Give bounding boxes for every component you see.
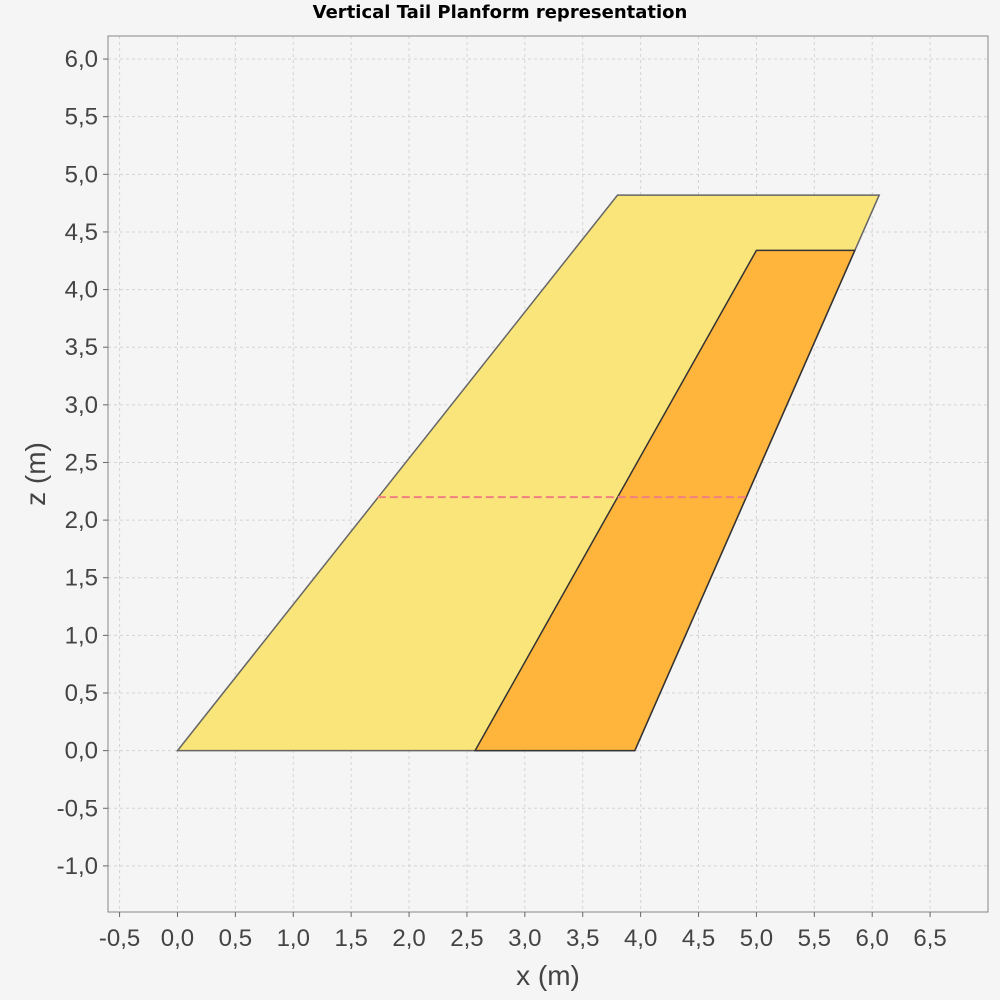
x-tick-label: 4,0 xyxy=(624,925,657,952)
y-tick-label: 3,0 xyxy=(65,392,98,419)
x-tick-label: 5,0 xyxy=(740,925,773,952)
y-tick-label: 0,5 xyxy=(65,680,98,707)
x-tick-label: -0,5 xyxy=(99,925,140,952)
chart-title: Vertical Tail Planform representation xyxy=(312,2,688,23)
x-tick-label: 0,5 xyxy=(219,925,252,952)
y-tick-label: 2,5 xyxy=(65,449,98,476)
x-tick-label: 1,0 xyxy=(277,925,310,952)
x-tick-label: 0,0 xyxy=(161,925,194,952)
series-1-polygon xyxy=(473,249,856,752)
y-tick-label: 1,5 xyxy=(65,565,98,592)
x-tick-label: 3,0 xyxy=(508,925,541,952)
y-tick-label: -0,5 xyxy=(57,795,98,822)
y-tick-label: 4,5 xyxy=(65,219,98,246)
plot-frame xyxy=(107,35,989,913)
y-tick-label: 4,0 xyxy=(65,277,98,304)
x-tick-label: 3,5 xyxy=(566,925,599,952)
x-tick-label: 6,0 xyxy=(856,925,889,952)
y-tick-label: 2,0 xyxy=(65,507,98,534)
x-tick-label: 4,5 xyxy=(682,925,715,952)
y-tick-label: 5,5 xyxy=(65,104,98,131)
x-tick-label: 6,5 xyxy=(913,925,946,952)
ticks: -0,5 0,0 0,5 1,0 1,5 2,0 2,5 3,0 3,5 4,0 4,5 5,0 5,5… xyxy=(57,46,947,952)
y-tick-label: 3,5 xyxy=(65,334,98,361)
x-tick-label: 1,5 xyxy=(334,925,367,952)
y-tick-label: 6,0 xyxy=(65,46,98,73)
y-tick-label: 0,0 xyxy=(65,738,98,765)
y-axis-label: z (m) xyxy=(20,442,51,506)
x-tick-label: 2,5 xyxy=(450,925,483,952)
y-tick-label: 5,0 xyxy=(65,161,98,188)
x-tick-label: 5,5 xyxy=(798,925,831,952)
y-tick-label: 1,0 xyxy=(65,622,98,649)
y-tick-label: -1,0 xyxy=(57,853,98,880)
series-layer xyxy=(175,194,881,752)
x-axis-label: x (m) xyxy=(516,960,580,991)
x-tick-label: 2,0 xyxy=(392,925,425,952)
